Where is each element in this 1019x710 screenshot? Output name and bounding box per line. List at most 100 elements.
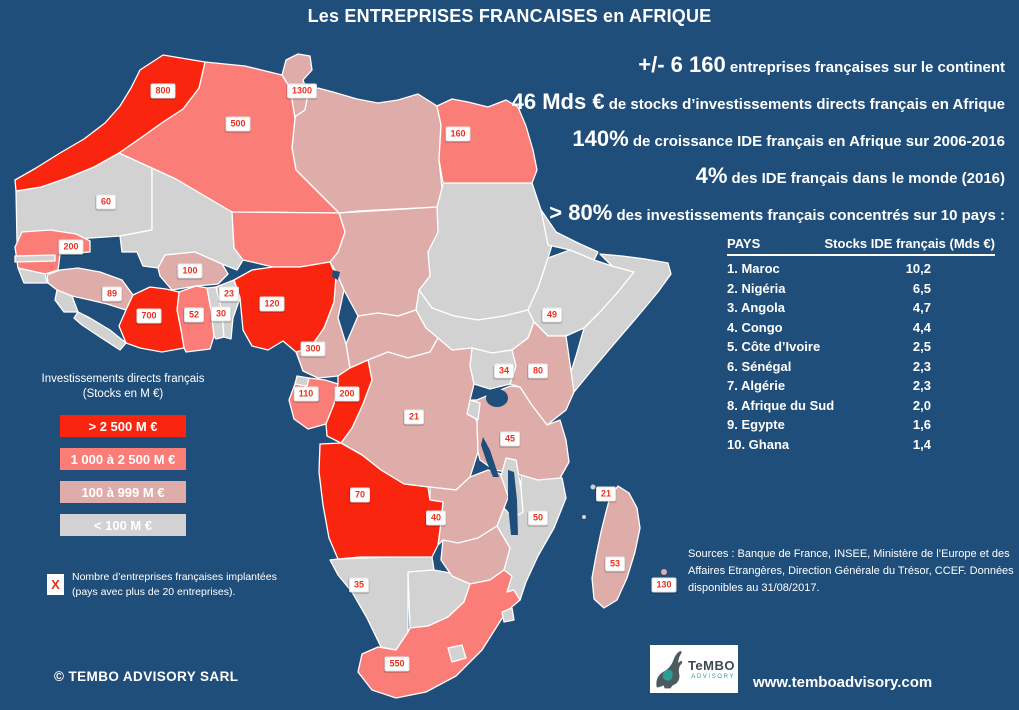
map-label-tunisie: 1300 [286,83,318,99]
country-angola [318,442,444,560]
table-row: 6. Sénégal 2,3 [727,357,995,377]
map-label-gabon: 110 [293,386,319,402]
row-pays: 4. Congo [727,319,783,335]
map-label-togo: 30 [210,306,232,322]
map-label-benin: 23 [218,286,240,302]
lake-victoria [486,389,508,407]
legend-label: 1 000 à 2 500 M € [70,451,176,467]
map-label-maurice: 130 [651,577,677,593]
note-text-line2: (pays avec plus de 20 entreprises). [72,586,236,599]
row-pays: 2. Nigéria [727,280,786,296]
row-pays: 6. Sénégal [727,358,792,374]
stat-entreprises-text: entreprises françaises sur le continent [725,59,1005,76]
island-comoros [582,515,586,519]
stat-monde-text: des IDE français dans le monde (2016) [727,170,1005,187]
legend-swatch-under-100: < 100 M € [60,514,186,536]
lake-malawi [508,470,518,535]
table-header-stocks: Stocks IDE français (Mds €) [824,236,996,251]
stat-stocks-value: 46 Mds € [511,89,605,114]
row-pays: 9. Egypte [727,417,785,432]
stat-croissance-value: 140% [572,126,629,151]
row-stock: 2,3 [912,358,931,374]
legend-swatch-1000-2500: 1 000 à 2 500 M € [60,448,186,470]
row-stock: 2,0 [912,397,931,413]
note-text-line1: Nombre d’entreprises françaises implanté… [72,571,277,583]
map-label-seychelles: 21 [595,486,617,502]
row-pays: 5. Côte d’Ivoire [727,339,821,354]
table-row: 3. Angola 4,7 [727,298,995,318]
row-stock: 4,7 [912,300,931,315]
country-rwanda-burundi [466,399,481,421]
island-mauritius [661,569,667,575]
map-label-egypte: 160 [445,126,471,142]
stat-croissance: 140% de croissance IDE français en Afriq… [485,126,1005,155]
legend-title-line1: Investissements directs français [41,373,205,385]
map-label-kenya: 80 [527,363,549,379]
legend-title-line2: (Stocks en M €) [82,388,164,400]
country-liberia [73,311,127,351]
table-row: 4. Congo 4,4 [727,318,995,338]
country-madagascar [591,485,641,609]
table-row: 7. Algérie 2,3 [727,376,995,396]
map-label-cote-divoire: 700 [136,308,162,324]
stat-concentration: > 80% des investissements français conce… [485,200,1005,229]
row-stock: 2,5 [912,339,931,354]
country-egypt [436,98,538,184]
note-text: Nombre d’entreprises françaises implanté… [72,570,307,600]
legend-label: < 100 M € [93,517,153,533]
map-label-congo: 200 [334,386,360,402]
label-explanation-note: X Nombre d’entreprises françaises implan… [47,570,307,600]
map-label-maroc: 800 [150,83,176,99]
island-seychelles-1 [590,484,596,490]
map-label-senegal: 200 [58,239,84,255]
logo-subtitle: ADVISORY [691,673,735,680]
row-pays: 10. Ghana [727,436,790,452]
stat-stocks-text: de stocks d’investissements directs fran… [604,96,1005,113]
map-label-ghana: 52 [183,307,205,323]
map-label-rdc: 21 [403,409,425,425]
table-row: 9. Egypte 1,6 [727,415,995,435]
map-label-ouganda: 34 [493,363,515,379]
elephant-icon [656,651,683,689]
country-guinea-bissau [17,267,48,284]
country-gambia [14,254,56,263]
table-row: 8. Afrique du Sud 2,0 [727,396,995,416]
map-label-zambie: 40 [425,510,447,526]
stat-monde: 4% des IDE français dans le monde (2016) [485,163,1005,192]
country-niger [231,211,346,268]
country-somalia [569,253,672,393]
table-row: 5. Côte d’Ivoire 2,5 [727,337,995,357]
country-equatorial-guinea [294,375,310,387]
row-stock: 2,3 [912,378,931,393]
sources-text: Sources : Banque de France, INSEE, Minis… [688,548,1014,595]
logo-name: TeMBO [687,657,735,673]
map-label-madagascar: 53 [604,556,626,572]
row-pays: 3. Angola [727,300,786,315]
website-link[interactable]: www.temboadvisory.com [753,674,933,691]
logo-text: TeMBO ADVISORY [688,659,735,680]
map-label-namibie: 35 [348,577,370,593]
map-label-burkina: 100 [177,263,203,279]
table-row: 2. Nigéria 6,5 [727,279,995,299]
stat-concentration-value: > 80% [549,200,613,225]
stat-entreprises: +/- 6 160 entreprises françaises sur le … [485,52,1005,81]
key-figures: +/- 6 160 entreprises françaises sur le … [485,52,1005,237]
map-label-mozambique: 50 [527,510,549,526]
map-label-tanzanie: 45 [499,431,521,447]
map-label-algerie: 500 [225,116,251,132]
row-pays: 1. Maroc [727,261,780,276]
lake-tanganyika [481,437,499,477]
row-pays: 8. Afrique du Sud [727,397,835,413]
country-nigeria [233,261,337,353]
table-header-pays: PAYS [727,236,761,251]
stat-concentration-text: des investissements français concentrés … [612,207,1005,224]
x-marker: X [47,574,64,595]
row-stock: 1,6 [912,417,931,432]
copyright-text: © TEMBO ADVISORY SARL [54,669,239,684]
map-label-ethiopie: 49 [541,307,563,323]
map-label-angola: 70 [349,487,371,503]
legend-swatch-over-2500: > 2 500 M € [60,415,186,437]
stat-monde-value: 4% [695,163,728,188]
country-eritrea [540,209,599,261]
